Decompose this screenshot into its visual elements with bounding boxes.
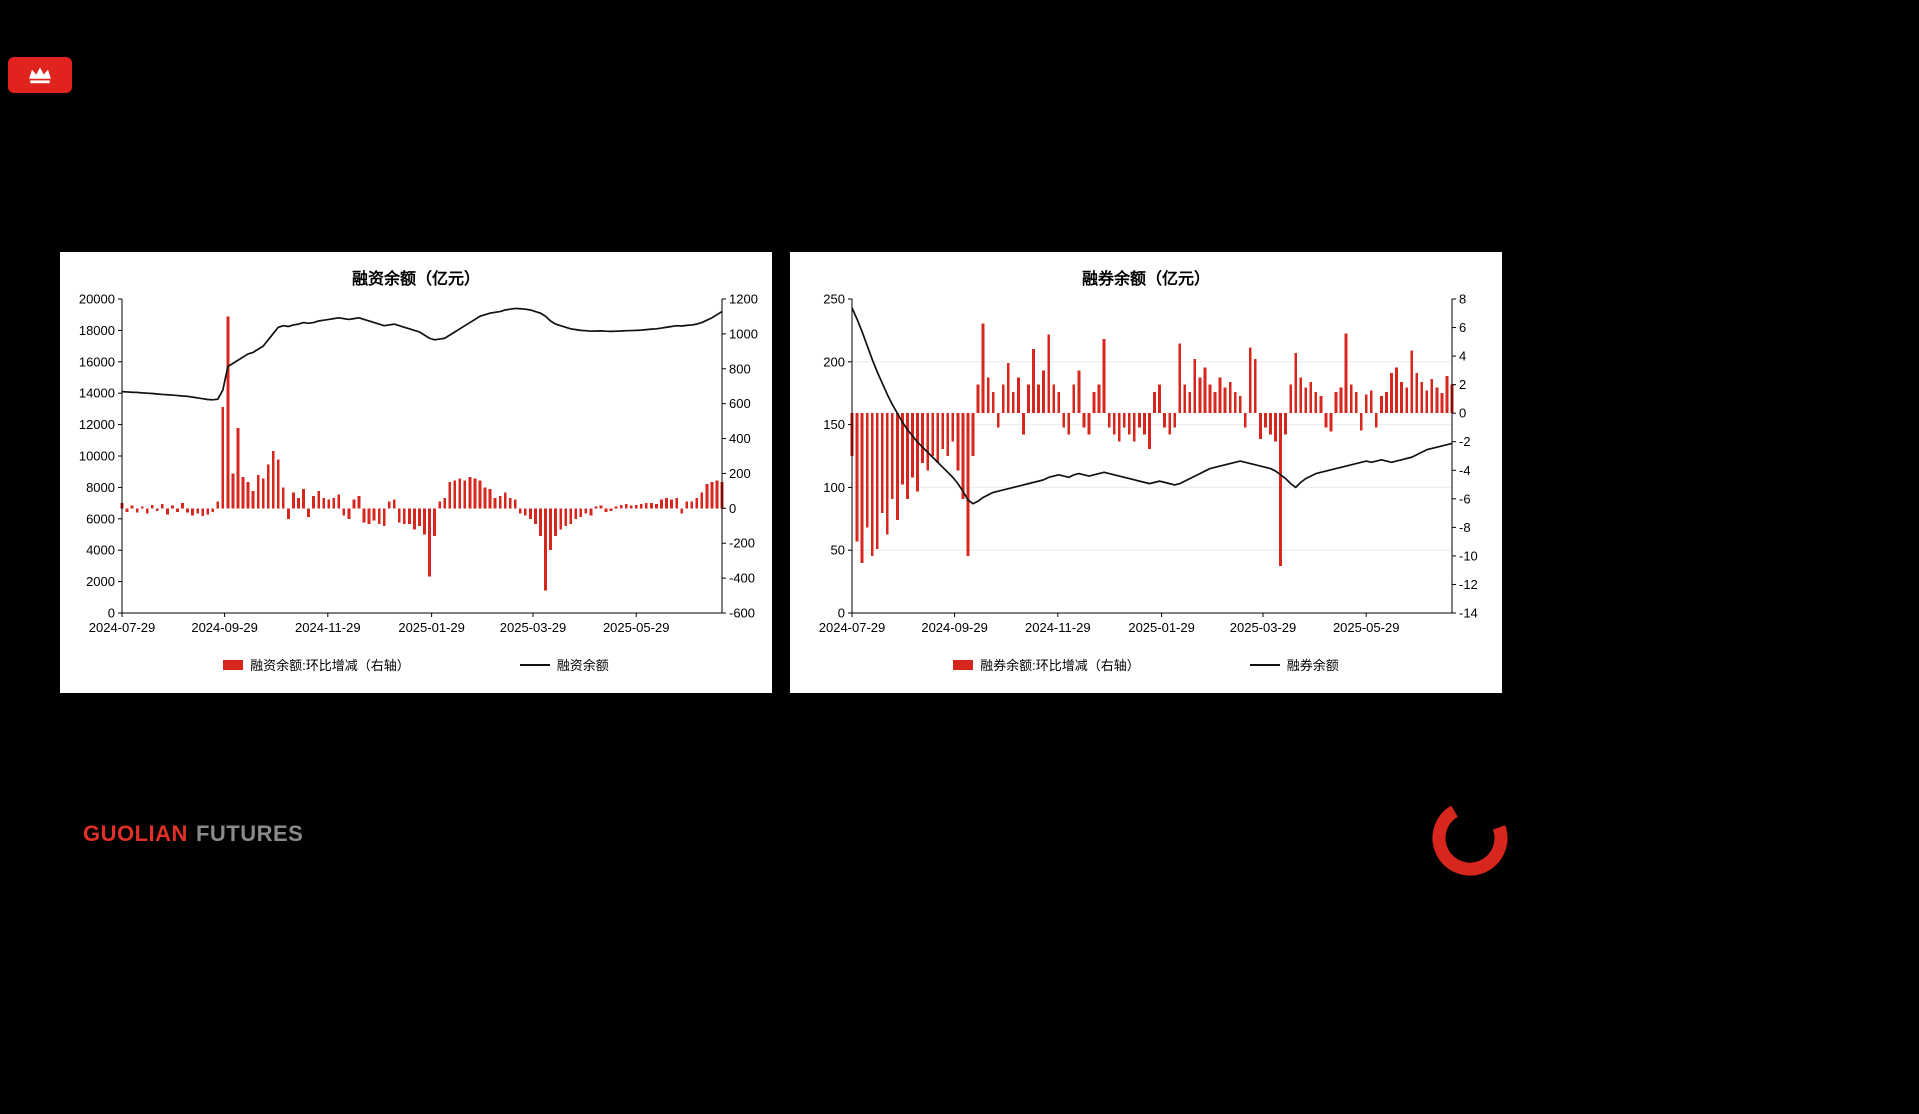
financing-chart-title: 融资余额（亿元） (351, 271, 480, 288)
securities-lending-chart-legend: 融券余额:环比增减（右轴） 融券余额 (790, 655, 1502, 674)
svg-text:2024-11-29: 2024-11-29 (1025, 620, 1091, 635)
line-swatch-icon (1249, 663, 1280, 666)
financing-chart-legend: 融资余额:环比增减（右轴） 融资余额 (60, 655, 772, 674)
svg-text:4000: 4000 (86, 543, 115, 558)
ring-logo-icon (1432, 805, 1508, 876)
svg-text:2024-07-29: 2024-07-29 (89, 620, 156, 635)
brand-secondary-text: FUTURES (195, 821, 304, 846)
svg-text:14000: 14000 (79, 386, 115, 401)
svg-text:2025-01-29: 2025-01-29 (1128, 620, 1195, 635)
svg-text:0: 0 (729, 501, 736, 516)
financing-balance-panel: 融资余额（亿元） 0 2000 4000 6000 8000 10000 12000 1400… (60, 252, 772, 693)
brand-primary-text: GUOLIAN (83, 821, 188, 846)
svg-text:2025-03-29: 2025-03-29 (500, 620, 567, 635)
legend-item-bars: 融券余额:环比增减（右轴） (953, 655, 1140, 674)
svg-text:50: 50 (831, 543, 845, 558)
svg-text:-10: -10 (1459, 548, 1478, 563)
svg-text:-6: -6 (1459, 491, 1471, 506)
line-swatch-icon (519, 663, 550, 666)
svg-text:-2: -2 (1459, 434, 1471, 449)
svg-text:200: 200 (729, 466, 751, 481)
svg-text:4: 4 (1459, 349, 1466, 364)
svg-text:20000: 20000 (79, 292, 115, 307)
svg-text:-400: -400 (729, 571, 755, 586)
svg-text:250: 250 (823, 292, 845, 307)
securities-lending-balance-chart: 0 50 100 150 200 250 -14 -12 -10 -8 -6 -4 -2 0 2 4 6 8 202… (819, 292, 1478, 636)
svg-text:6: 6 (1459, 320, 1466, 335)
svg-text:10000: 10000 (79, 449, 115, 464)
svg-text:2025-01-29: 2025-01-29 (398, 620, 465, 635)
svg-text:0: 0 (108, 606, 115, 621)
svg-text:-8: -8 (1459, 520, 1471, 535)
svg-text:6000: 6000 (86, 511, 115, 526)
crown-icon (29, 67, 51, 84)
svg-text:12000: 12000 (79, 417, 115, 432)
svg-text:1200: 1200 (729, 292, 758, 307)
svg-text:150: 150 (823, 417, 845, 432)
svg-text:1000: 1000 (729, 326, 758, 341)
financing-balance-chart: 0200040006000800010000120001400016000180… (79, 292, 758, 636)
brand-logo-text: GUOLIAN FUTURES (83, 821, 303, 847)
svg-text:200: 200 (823, 354, 845, 369)
brand-badge (8, 57, 72, 93)
legend-line-label: 融资余额 (556, 658, 609, 673)
legend-bar-label: 融券余额:环比增减（右轴） (980, 658, 1140, 673)
svg-text:2024-07-29: 2024-07-29 (819, 620, 886, 635)
legend-line-label: 融券余额 (1286, 658, 1339, 673)
svg-text:0: 0 (838, 606, 845, 621)
svg-text:0: 0 (1459, 406, 1466, 421)
legend-item-line: 融资余额 (519, 655, 609, 674)
svg-text:800: 800 (729, 361, 751, 376)
svg-text:-600: -600 (729, 606, 755, 621)
svg-text:-200: -200 (729, 536, 755, 551)
svg-text:8: 8 (1459, 292, 1466, 307)
svg-text:-12: -12 (1459, 577, 1478, 592)
securities-lending-balance-panel: 融券余额（亿元） 0 50 100 150 200 250 -14 -12 -10 -8 -6 -4 -… (790, 252, 1502, 693)
svg-text:8000: 8000 (86, 480, 115, 495)
bar-swatch-icon (953, 659, 974, 670)
svg-text:2000: 2000 (86, 574, 115, 589)
svg-text:2024-11-29: 2024-11-29 (295, 620, 361, 635)
svg-text:2025-05-29: 2025-05-29 (1333, 620, 1400, 635)
svg-text:600: 600 (729, 396, 751, 411)
svg-text:100: 100 (823, 480, 845, 495)
svg-text:2024-09-29: 2024-09-29 (191, 620, 258, 635)
svg-text:16000: 16000 (79, 354, 115, 369)
svg-text:2025-05-29: 2025-05-29 (603, 620, 670, 635)
svg-text:400: 400 (729, 431, 751, 446)
legend-bar-label: 融资余额:环比增减（右轴） (250, 658, 410, 673)
bar-swatch-icon (223, 659, 244, 670)
svg-text:2: 2 (1459, 377, 1466, 392)
legend-item-line: 融券余额 (1249, 655, 1339, 674)
svg-text:2025-03-29: 2025-03-29 (1230, 620, 1297, 635)
svg-text:18000: 18000 (79, 323, 115, 338)
svg-text:-4: -4 (1459, 463, 1471, 478)
svg-text:-14: -14 (1459, 606, 1478, 621)
svg-text:2024-09-29: 2024-09-29 (921, 620, 988, 635)
securities-lending-chart-title: 融券余额（亿元） (1081, 271, 1210, 288)
legend-item-bars: 融资余额:环比增减（右轴） (223, 655, 410, 674)
